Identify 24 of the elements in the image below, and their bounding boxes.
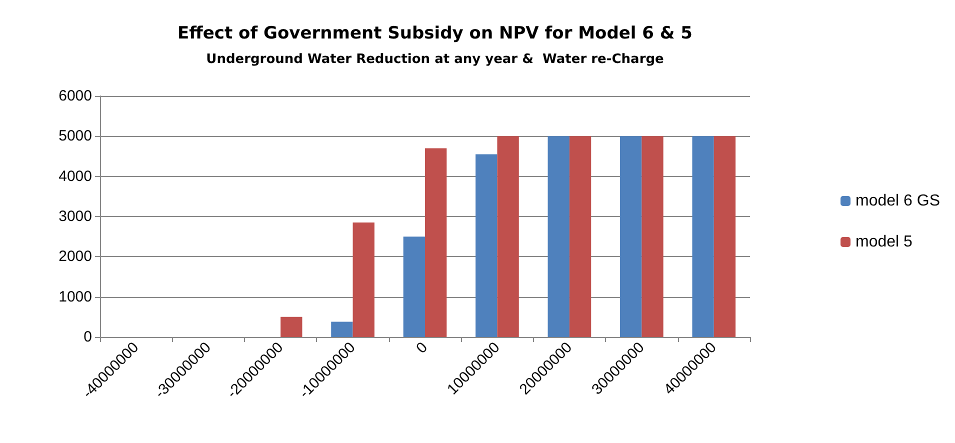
bar [497,136,519,337]
y-tick-label: 1000 [58,288,92,306]
legend-label: model 5 [856,234,913,250]
bar [692,136,714,337]
bar [620,136,642,337]
x-tick-label: 0 [413,338,432,357]
bar [352,222,374,337]
bar [548,136,570,337]
chart-subtitle: Underground Water Reduction at any year & Water re-Charge [206,52,664,67]
y-tick-label: 3000 [58,208,92,225]
bar [425,148,447,337]
chart-title: Effect of Government Subsidy on NPV for Model 6 & 5 [178,24,692,44]
legend-label: model 6 GS [856,192,940,210]
y-tick-label: 2000 [58,248,92,266]
bar [714,136,736,337]
y-tick-label: 5000 [58,128,92,145]
bar [476,154,498,337]
bar [331,322,353,337]
bar [642,136,664,337]
y-tick-label: 4000 [58,168,92,185]
bar [403,236,425,337]
y-tick-label: 6000 [58,88,92,104]
bar [280,316,302,337]
bar [569,136,592,337]
